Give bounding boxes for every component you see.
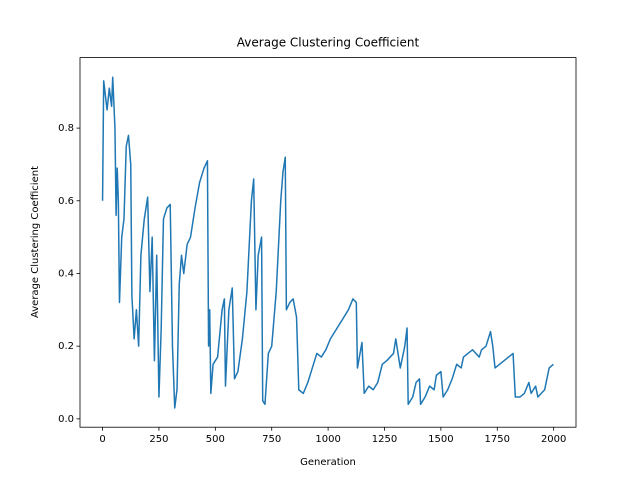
y-tick-label: 0.8 — [58, 123, 74, 134]
x-tick-label: 0 — [99, 434, 105, 445]
x-tick-label: 1250 — [372, 434, 397, 445]
y-tick-label: 0.2 — [58, 341, 74, 352]
chart-title: Average Clustering Coefficient — [237, 36, 420, 50]
plot-frame — [79, 57, 577, 428]
x-tick-label: 1000 — [315, 434, 340, 445]
x-tick-label: 250 — [149, 434, 168, 445]
y-tick-label: 0.0 — [58, 414, 74, 425]
x-tick-label: 500 — [206, 434, 225, 445]
x-tick-label: 2000 — [541, 434, 566, 445]
x-tick-label: 750 — [262, 434, 281, 445]
y-tick-label: 0.4 — [58, 268, 74, 279]
y-tick-label: 0.6 — [58, 196, 74, 207]
x-axis-label: Generation — [300, 457, 356, 468]
x-tick-label: 1500 — [428, 434, 453, 445]
y-axis-label: Average Clustering Coefficient — [30, 166, 41, 318]
data-line — [101, 76, 554, 409]
x-tick-label: 1750 — [485, 434, 510, 445]
